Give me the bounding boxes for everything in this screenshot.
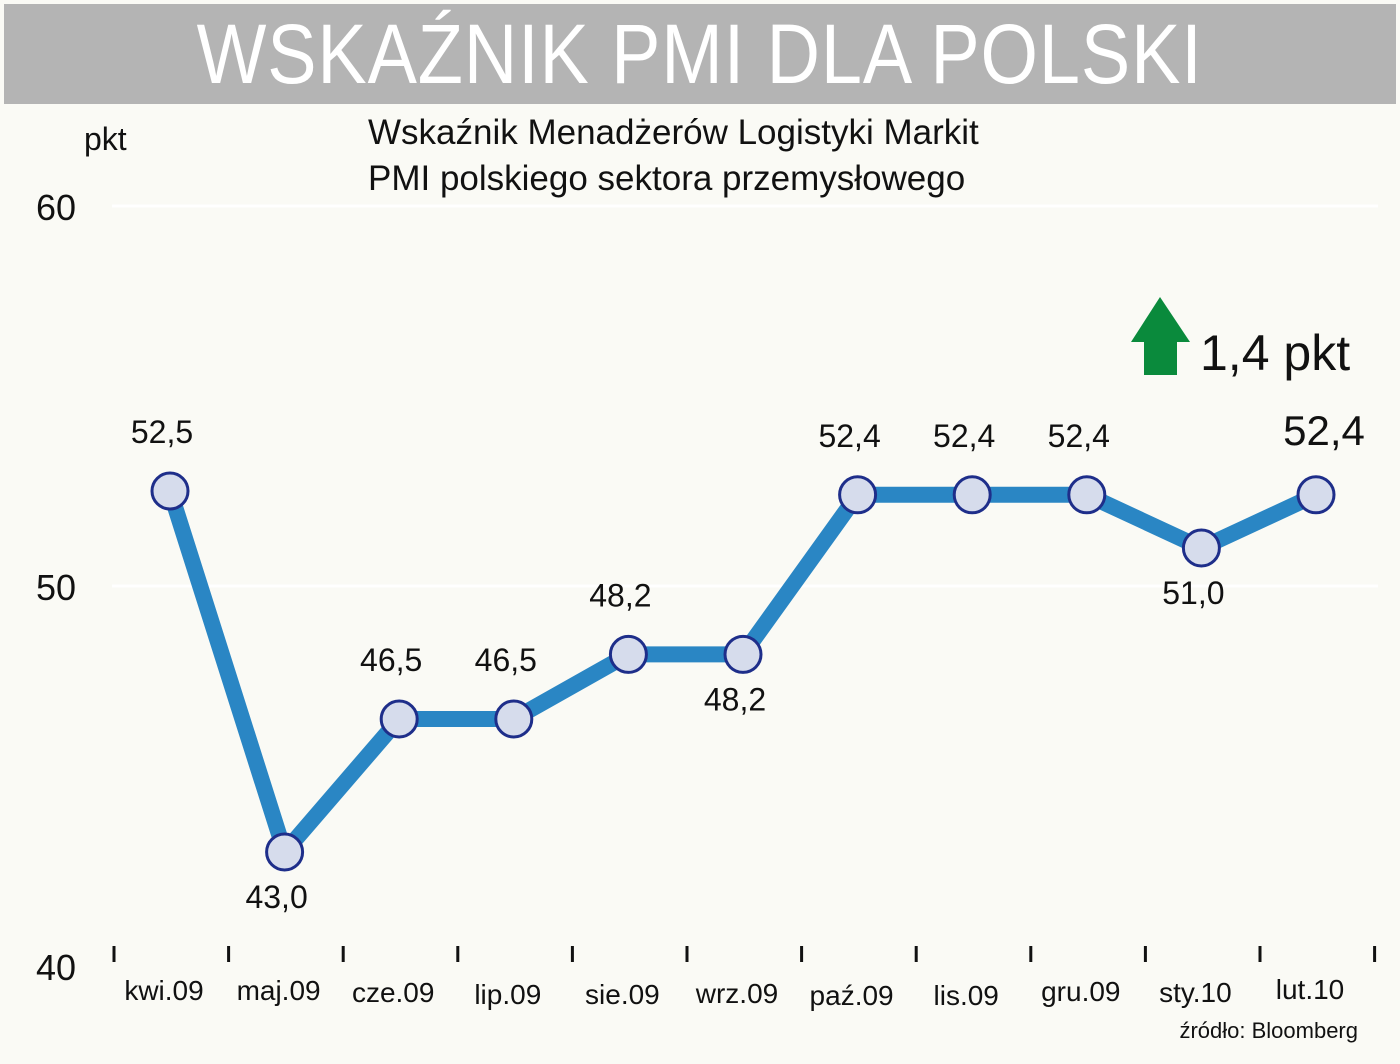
- x-tick-label: paź.09: [810, 980, 894, 1011]
- data-label: 51,0: [1162, 575, 1224, 611]
- data-label: 52,4: [1283, 407, 1365, 454]
- x-axis: kwi.09 maj.09 cze.09 lip.09 sie.09 wrz.09 paź.…: [112, 946, 1377, 1011]
- x-tick-label: cze.09: [352, 977, 435, 1008]
- x-tick-label: lip.09: [474, 979, 541, 1010]
- data-label: 46,5: [475, 642, 537, 678]
- data-point: [838, 475, 878, 515]
- y-tick-label: 50: [36, 567, 76, 608]
- x-tick-label: sie.09: [585, 979, 660, 1010]
- data-label: 52,5: [131, 414, 193, 450]
- data-label: 52,4: [818, 418, 880, 454]
- data-point: [150, 471, 190, 511]
- data-point: [1296, 475, 1336, 515]
- data-label: 52,4: [933, 418, 995, 454]
- y-tick-labels: 40 50 60: [36, 187, 76, 988]
- up-arrow-icon: [1131, 297, 1190, 375]
- title-banner: WSKAŹNIK PMI DLA POLSKI: [4, 4, 1396, 104]
- data-point: [723, 634, 763, 674]
- data-point: [494, 699, 534, 739]
- chart-subtitle: PMI polskiego sektora przemysłowego: [368, 159, 965, 198]
- change-label: 1,4 pkt: [1200, 325, 1350, 381]
- data-point: [608, 634, 648, 674]
- data-point: [952, 475, 992, 515]
- x-tick-label: wrz.09: [695, 978, 778, 1009]
- x-tick-label: sty.10: [1159, 977, 1232, 1008]
- x-tick-label: maj.09: [237, 975, 321, 1006]
- data-label: 52,4: [1048, 418, 1110, 454]
- chart-title: Wskaźnik Menadżerów Logistyki Markit: [368, 113, 979, 152]
- y-tick-label: 60: [36, 187, 76, 228]
- x-tick-label: lis.09: [934, 980, 999, 1011]
- banner-title: WSKAŹNIK PMI DLA POLSKI: [196, 7, 1204, 101]
- data-point: [379, 699, 419, 739]
- series-pmi: 52,5 43,0 46,5 46,5 48,2 48,2 52,4 52,4 52,4 51,0…: [131, 407, 1365, 915]
- data-point: [265, 832, 305, 872]
- y-tick-label: 40: [36, 947, 76, 988]
- data-label: 48,2: [589, 577, 651, 613]
- x-tick-label: gru.09: [1041, 976, 1120, 1007]
- source-note: źródło: Bloomberg: [1179, 1018, 1358, 1043]
- x-tick-label: kwi.09: [124, 975, 203, 1006]
- data-point: [1181, 528, 1221, 568]
- gridlines: [112, 204, 1378, 588]
- data-label: 43,0: [245, 879, 307, 915]
- x-tick-label: lut.10: [1276, 974, 1345, 1005]
- data-label: 46,5: [360, 642, 422, 678]
- y-axis-unit: pkt: [84, 121, 127, 157]
- change-annotation: 1,4 pkt: [1131, 297, 1350, 381]
- data-point: [1067, 475, 1107, 515]
- data-label: 48,2: [704, 681, 766, 717]
